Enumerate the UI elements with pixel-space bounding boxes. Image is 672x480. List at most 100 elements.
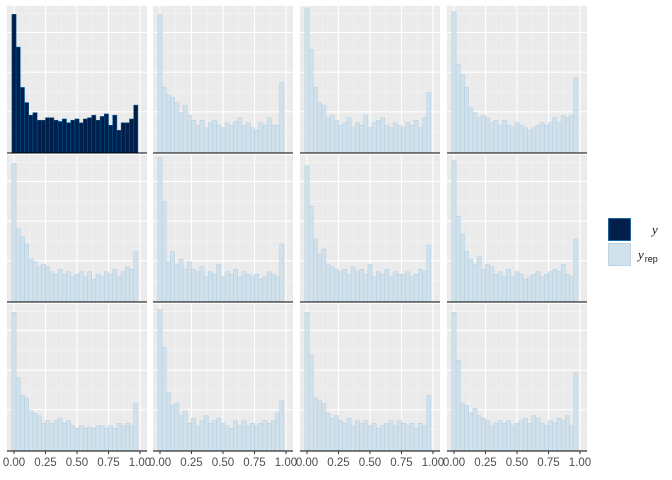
histogram-bar (195, 425, 201, 452)
histogram-bar (468, 107, 474, 154)
histogram-bar (70, 276, 76, 303)
histogram-bar (279, 243, 285, 303)
histogram-bar (455, 64, 461, 154)
histogram-bar (313, 87, 318, 154)
histogram-bar (95, 119, 101, 154)
x-tick-label: 1.00 (569, 457, 591, 469)
histogram-bar (166, 392, 171, 452)
histogram-bar (376, 119, 381, 154)
histogram-bar (472, 263, 478, 303)
histogram-bar (11, 14, 17, 154)
histogram-bar (355, 420, 360, 452)
histogram-bar (413, 274, 419, 303)
histogram-bar (422, 425, 427, 452)
x-tick-label: 0.50 (212, 457, 234, 469)
histogram-bar (53, 119, 59, 154)
histogram-bar (523, 127, 528, 154)
histogram-bar (224, 271, 230, 303)
histogram-bar (220, 276, 226, 303)
histogram-bar (304, 165, 310, 303)
histogram-bar (229, 428, 234, 452)
x-tick-label: 0.75 (243, 457, 265, 469)
histogram-bar (409, 125, 415, 154)
histogram-bar (321, 248, 327, 303)
histogram-bar (229, 274, 234, 303)
histogram-bar (363, 114, 369, 154)
histogram-bar (266, 423, 272, 452)
histogram-bar (275, 412, 280, 452)
histogram-bar (460, 402, 465, 452)
x-tick-label: 1.00 (129, 457, 151, 469)
histogram-bar (195, 125, 201, 154)
histogram-bar (182, 268, 188, 303)
histogram-bar (271, 274, 276, 303)
histogram-bar (518, 420, 524, 452)
histogram-bar (250, 276, 255, 303)
histogram-bar (304, 7, 310, 154)
histogram-bar (367, 425, 373, 452)
histogram-bar (112, 268, 118, 303)
histogram-bar (560, 114, 566, 154)
legend-key-yrep (608, 243, 631, 266)
histogram-bar (489, 122, 495, 154)
histogram-bar (321, 402, 327, 452)
histogram-bar (45, 266, 50, 303)
histogram-bar (506, 420, 511, 452)
histogram-bar (258, 423, 264, 452)
histogram-bar (220, 423, 226, 452)
histogram-bar (36, 119, 42, 154)
histogram-bar (401, 423, 406, 452)
histogram-bar (133, 104, 139, 154)
histogram-bar (32, 112, 38, 154)
histogram-bar (560, 420, 566, 452)
histogram-bar (216, 417, 222, 452)
x-tick-label: 0.25 (34, 457, 56, 469)
histogram-bar (53, 274, 59, 303)
histogram-bar (216, 263, 222, 303)
histogram-bar (279, 82, 285, 154)
histogram-bar (116, 130, 122, 154)
histogram-bar (32, 261, 38, 303)
histogram-bar (87, 426, 92, 452)
histogram-bar (376, 428, 381, 452)
histogram-bar (91, 114, 97, 154)
histogram-bar (78, 425, 84, 452)
histogram-bar (481, 417, 486, 452)
histogram-bar (401, 127, 406, 154)
histogram-bar (87, 117, 92, 154)
histogram-bar (20, 87, 25, 154)
x-tick-label: 0.25 (474, 457, 496, 469)
histogram-bar (104, 428, 109, 452)
histogram-bar (405, 271, 411, 303)
histogram-bar (476, 117, 482, 154)
histogram-bar (133, 402, 139, 452)
histogram-bar (565, 274, 570, 303)
histogram-bar (556, 271, 562, 303)
histogram-bar (418, 423, 423, 452)
histogram-bar (363, 420, 369, 452)
histogram-bar (49, 423, 55, 452)
histogram-bar (527, 276, 532, 303)
histogram-bar (11, 163, 17, 303)
histogram-bar (203, 127, 209, 154)
histogram-bar (535, 271, 541, 303)
histogram-bar (41, 423, 46, 452)
histogram-bar (308, 205, 314, 303)
histogram-bar (308, 49, 314, 154)
facet-panel-8 (447, 155, 587, 303)
histogram-bar (409, 423, 415, 452)
histogram-bar (233, 268, 238, 303)
histogram-bar (371, 276, 377, 303)
histogram-bar (95, 425, 101, 452)
histogram-bar (413, 119, 419, 154)
histogram-bar (74, 118, 80, 154)
histogram-bar (182, 104, 188, 154)
histogram-bar (36, 266, 42, 303)
histogram-bar (199, 420, 205, 452)
histogram-bar (62, 118, 67, 154)
histogram-bar (220, 127, 226, 154)
histogram-bar (464, 251, 469, 303)
histogram-bar (45, 420, 50, 452)
histogram-bar (20, 395, 25, 452)
histogram-bar (476, 256, 482, 303)
